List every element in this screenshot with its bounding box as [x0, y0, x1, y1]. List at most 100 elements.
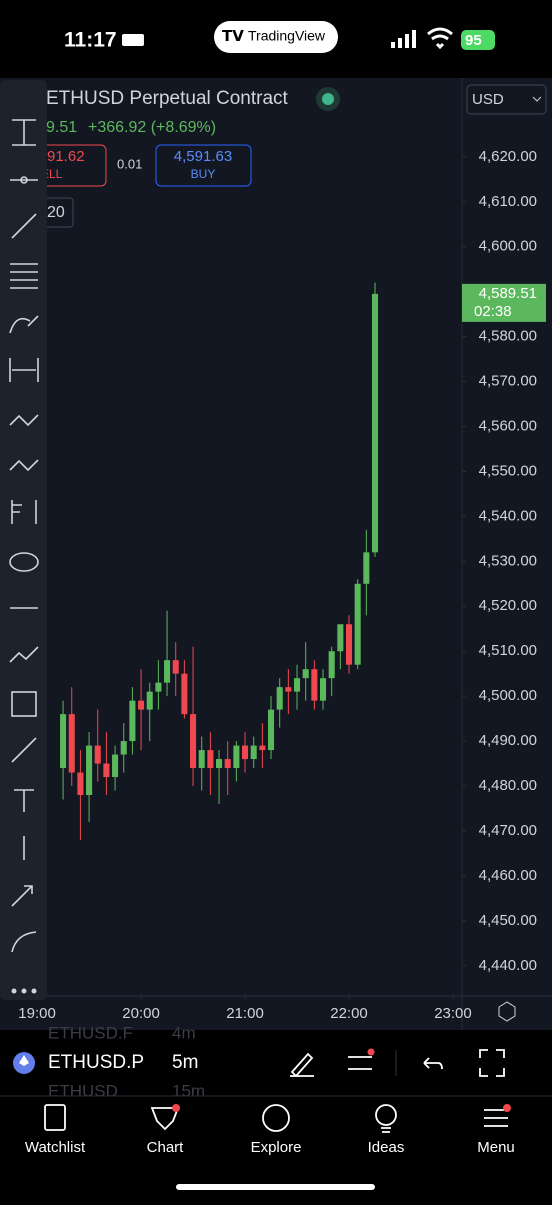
tool-abcd[interactable]	[9, 459, 39, 472]
x-tick-label: 22:00	[330, 1005, 368, 1022]
candle-body	[345, 624, 353, 665]
candle-body	[172, 660, 179, 674]
y-tick-label: 4,520.00	[479, 597, 537, 614]
candle-body	[259, 745, 266, 751]
fullscreen-icon[interactable]	[479, 1049, 505, 1077]
ideas-icon[interactable]	[375, 1104, 397, 1126]
last-price: 9.51	[46, 119, 77, 136]
tool-brush[interactable]	[9, 315, 39, 334]
candle-body	[77, 772, 84, 796]
y-tick-label: 4,490.00	[479, 732, 537, 749]
candle-body	[224, 759, 231, 769]
candle-body	[181, 673, 188, 715]
battery	[461, 30, 495, 50]
candle-body	[190, 714, 197, 769]
tab-label[interactable]: Menu	[477, 1139, 515, 1156]
y-tick-label: 4,600.00	[479, 238, 537, 255]
tool-pattern[interactable]	[9, 414, 39, 427]
ghost-symbol: ETHUSD.F	[48, 1023, 133, 1042]
home-indicator	[176, 1184, 375, 1190]
price-change: +366.92 (+8.69%)	[88, 119, 216, 136]
tool-path[interactable]	[9, 646, 39, 663]
ghost-interval: 4m	[172, 1023, 196, 1042]
app-pill[interactable]	[214, 21, 338, 53]
bottom-icons	[290, 1049, 505, 1078]
tool-trendline[interactable]	[11, 213, 37, 239]
tool-range[interactable]	[9, 358, 39, 382]
y-tick-label: 4,530.00	[479, 552, 537, 569]
more-tools[interactable]	[11, 988, 37, 994]
drawing-toolbar	[0, 80, 47, 1000]
candle-body	[276, 687, 283, 710]
bottom-toolbar	[0, 1030, 552, 1096]
symbol[interactable]: ETHUSD.P	[48, 1052, 144, 1073]
settings-icon[interactable]	[498, 1001, 516, 1022]
candle-body	[363, 552, 370, 584]
x-tick-label: 20:00	[122, 1005, 160, 1022]
candle-body	[302, 669, 309, 679]
candle-body	[311, 669, 318, 701]
y-tick-label: 4,580.00	[479, 328, 537, 345]
tab-label[interactable]: Ideas	[368, 1139, 405, 1156]
tool-text[interactable]	[14, 789, 34, 812]
battery-level: 95	[465, 32, 482, 49]
candle-body	[198, 750, 205, 769]
chart-badge	[172, 1104, 180, 1112]
draw-icon[interactable]	[290, 1052, 314, 1078]
tool-ellipse[interactable]	[9, 552, 39, 572]
sell-price: 91.62	[47, 148, 85, 165]
candle-body	[233, 745, 240, 769]
candle-body	[267, 709, 275, 751]
candle-body	[242, 745, 249, 760]
tab-labels: Watchlist Chart Explore Ideas Menu	[25, 1139, 515, 1156]
interval[interactable]: 5m	[172, 1052, 198, 1073]
indicators-icon[interactable]	[348, 1056, 372, 1070]
y-tick-label: 4,440.00	[479, 957, 537, 974]
watchlist-icon[interactable]	[44, 1104, 66, 1131]
currency: USD	[472, 91, 504, 108]
candle-body	[319, 678, 327, 701]
chart-panel	[0, 78, 552, 1030]
tab-label[interactable]: Explore	[251, 1139, 302, 1156]
dropdown-arrow	[532, 96, 542, 102]
y-tick-label: 4,510.00	[479, 642, 537, 659]
tool-measure[interactable]	[11, 737, 37, 763]
currency-select[interactable]	[466, 84, 547, 115]
explore-icon[interactable]	[262, 1104, 290, 1132]
eth-logo	[19, 1055, 29, 1066]
tab-label[interactable]: Watchlist	[25, 1139, 86, 1156]
x-tick-label: 23:00	[434, 1005, 472, 1022]
tool-curve[interactable]	[11, 931, 37, 953]
tab-label[interactable]: Chart	[147, 1139, 185, 1156]
spread: 0.01	[117, 156, 142, 171]
undo-icon[interactable]	[423, 1057, 443, 1070]
quantity: 20	[47, 204, 65, 221]
market-dot	[322, 93, 334, 105]
candle-body	[138, 700, 145, 710]
y-tick-label: 4,470.00	[479, 822, 537, 839]
tool-crosshair[interactable]	[12, 119, 36, 146]
candle-body	[371, 293, 379, 553]
tool-rect[interactable]	[11, 691, 37, 717]
candle-body	[328, 651, 335, 679]
candle-body	[68, 714, 75, 773]
app-logo: 𝗧𝗩	[222, 28, 244, 45]
buy-price: 4,591.63	[174, 148, 232, 165]
x-tick-label: 19:00	[18, 1005, 56, 1022]
y-tick-label: 4,620.00	[479, 148, 537, 165]
last-price-tag	[462, 283, 546, 322]
clock: 11:17	[64, 29, 117, 52]
tool-arrow[interactable]	[11, 885, 33, 907]
candle-body	[60, 714, 67, 769]
tool-position[interactable]	[11, 500, 37, 524]
candle-body	[86, 745, 93, 796]
tab-bar	[0, 1096, 552, 1200]
buy-button[interactable]	[155, 144, 252, 187]
y-tick-label: 4,540.00	[479, 507, 537, 524]
y-tick-label: 4,610.00	[479, 193, 537, 210]
candle-body	[120, 741, 127, 755]
tool-fib[interactable]	[10, 263, 38, 289]
notification-dot	[367, 1048, 375, 1056]
